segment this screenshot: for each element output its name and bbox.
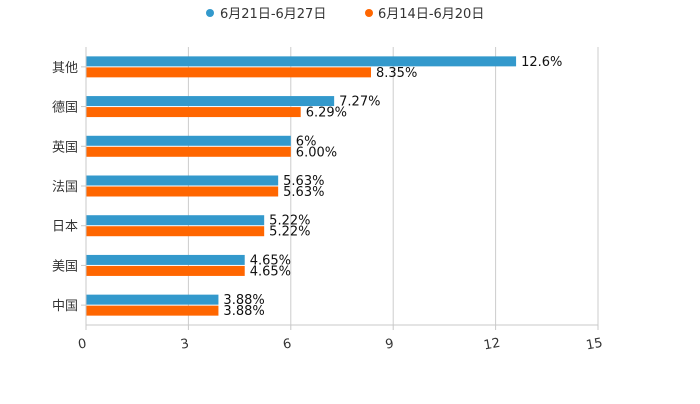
x-tick-label-12: 12	[483, 336, 502, 354]
bar-series-2-5	[86, 265, 245, 276]
legend-label-series-1: 6月21日-6月27日	[220, 7, 326, 22]
data-label-series-1-1: 7.27%	[339, 95, 380, 110]
bar-series-2-2	[86, 146, 291, 157]
bar-series-1-3	[86, 175, 279, 186]
data-label-series-1-4: 5.22%	[269, 214, 310, 229]
bar-series-1-5	[86, 254, 245, 265]
bar-series-2-4	[86, 226, 265, 237]
data-labels: 12.6% 8.35% 7.27%6.29% 6%6.00% 5.63%5.63% 5.2…	[223, 55, 562, 319]
data-label-series-1-6: 3.88%	[223, 293, 264, 308]
data-label-series-1-5: 4.65%	[250, 253, 291, 268]
legend-marker-series-1	[206, 9, 214, 17]
data-label-series-2-2: 6.00%	[296, 145, 337, 160]
data-label-series-2-3: 5.63%	[283, 185, 324, 200]
bar-series-2-1	[86, 107, 301, 118]
x-tick-label-9: 9	[384, 336, 395, 352]
category-label-2: 英国	[52, 140, 78, 155]
bar-series-1-2	[86, 135, 291, 146]
gridlines	[187, 47, 599, 325]
data-label-series-2-0: 8.35%	[376, 66, 417, 81]
legend: 6月21日-6月27日 6月14日-6月20日	[206, 7, 484, 22]
bars	[86, 56, 517, 316]
x-tick-label-3: 3	[179, 336, 190, 352]
legend-label-series-2: 6月14日-6月20日	[378, 7, 484, 22]
category-label-5: 美国	[52, 259, 78, 274]
category-label-1: 德国	[52, 101, 78, 116]
category-label-6: 中国	[52, 299, 78, 314]
bar-series-1-4	[86, 215, 265, 226]
data-label-series-2-5: 4.65%	[250, 264, 291, 279]
x-tick-label-0: 0	[77, 336, 88, 352]
data-label-series-2-6: 3.88%	[223, 304, 264, 319]
x-tick-label-15: 15	[585, 336, 604, 354]
data-label-series-1-2: 6%	[296, 134, 317, 149]
bar-series-2-6	[86, 305, 219, 316]
bar-series-1-1	[86, 96, 335, 107]
bar-series-2-3	[86, 186, 279, 197]
bar-series-1-0	[86, 56, 517, 67]
category-label-4: 日本	[52, 220, 78, 235]
legend-marker-series-2	[365, 9, 373, 17]
data-label-series-2-4: 5.22%	[269, 225, 310, 240]
bar-series-2-0	[86, 67, 372, 78]
data-label-series-2-1: 6.29%	[306, 106, 347, 121]
x-tick-label-6: 6	[282, 336, 293, 352]
data-label-series-1-0: 12.6%	[521, 55, 562, 70]
category-label-0: 其他	[52, 61, 78, 76]
data-label-series-1-3: 5.63%	[283, 174, 324, 189]
category-label-3: 法国	[52, 180, 78, 195]
bar-series-1-6	[86, 294, 219, 305]
